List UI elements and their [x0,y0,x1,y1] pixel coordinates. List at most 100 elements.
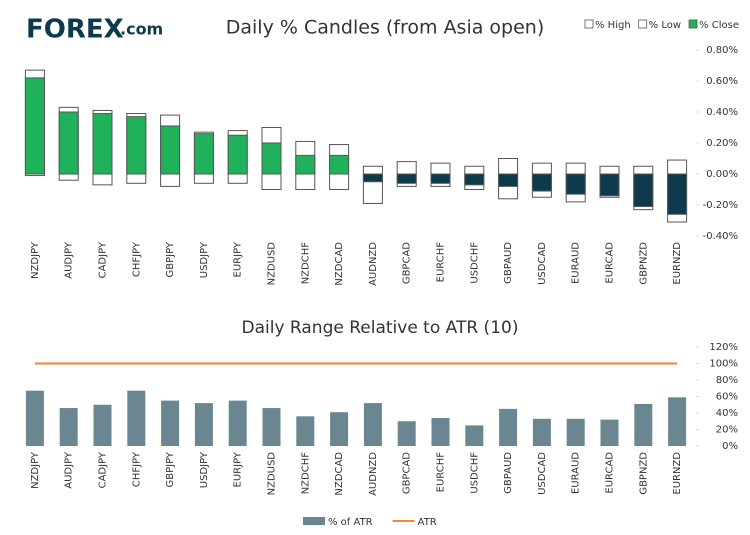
range-box [362,165,383,204]
bar [228,400,247,446]
y-tick-label: 0% [722,441,738,452]
x-tick-label: USDCAD [537,242,548,285]
x-tick-label: CADJPY [98,241,109,278]
x-tick-label: CHFJPY [131,241,142,277]
y-tick-label: 80% [716,375,738,386]
x-tick-label: EURNZD [672,452,683,495]
bar [465,425,484,446]
x-tick-label: NZDCHF [300,242,311,285]
logo-name: FOREX [26,15,124,45]
x-tick-label: EURCHF [436,242,447,283]
legend-label: % of ATR [328,517,373,528]
bar [161,400,180,446]
bar [532,418,551,446]
legend-swatch [688,19,698,29]
close-bar [565,173,586,195]
bar [600,419,619,446]
y-tick-label: 0.00% [706,169,738,180]
close-bar [531,173,552,192]
legend-label: % Low [649,20,681,31]
close-bar [430,173,451,184]
y-tick-label: -0.20% [703,200,738,211]
y-tick-label: 0.20% [706,138,738,149]
chart-title: Daily % Candles (from Asia open) [226,17,544,39]
bar [194,403,213,446]
close-bar [295,154,316,175]
x-tick-label: USDJPY [199,451,210,488]
x-tick-label: CHFJPY [131,451,142,487]
bar [499,408,518,446]
y-tick-label: 60% [716,392,738,403]
x-tick-label: AUDNZD [368,452,379,496]
bar [668,397,687,446]
bar [296,416,315,446]
chart-title: Daily Range Relative to ATR (10) [242,318,519,338]
logo-suffix: .com [120,20,163,39]
x-tick-label: USDCAD [537,452,548,495]
y-tick-label: 120% [709,342,738,353]
close-bar [126,116,147,175]
y-tick-label: -0.40% [703,231,738,242]
y-tick-label: 0.40% [706,107,738,118]
x-tick-label: GBPJPY [165,241,176,277]
bar [330,412,349,446]
x-tick-label: GBPAUD [503,242,514,284]
bar [431,417,450,446]
x-tick-label: USDJPY [199,241,210,278]
bar [127,390,146,446]
x-tick-label: EURJPY [233,451,244,487]
x-tick-label: CADJPY [98,451,109,488]
x-tick-label: EURAUD [571,242,582,284]
legend-swatch [638,19,648,29]
close-bar [227,134,248,175]
close-bar [633,173,654,208]
close-bar [498,173,519,187]
bar [59,408,78,446]
bar [25,390,44,446]
x-tick-label: GBPCAD [402,242,413,284]
x-tick-label: AUDNZD [368,242,379,286]
close-bar [667,173,688,215]
close-bar [160,125,181,175]
bar [262,408,281,446]
close-bar [58,111,79,175]
close-bar [362,173,383,183]
bar [634,403,653,446]
close-bar [396,173,417,184]
x-tick-label: EURCHF [436,452,447,493]
y-tick-label: 100% [709,359,738,370]
x-tick-label: NZDCAD [334,452,345,496]
legend-swatch [303,517,325,525]
bar [566,418,585,446]
bar [397,421,416,446]
x-tick-label: EURJPY [233,241,244,277]
x-tick-label: EURAUD [571,452,582,494]
x-tick-label: AUDJPY [64,241,75,279]
x-tick-label: NZDUSD [267,242,278,286]
close-bar [329,154,350,175]
legend-swatch [584,19,594,29]
y-tick-label: 40% [716,408,738,419]
y-tick-label: 0.60% [706,76,738,87]
x-tick-label: GBPCAD [402,452,413,494]
x-tick-label: GBPNZD [638,452,649,495]
x-tick-label: EURNZD [672,242,683,285]
close-bar [24,77,45,175]
x-tick-label: GBPAUD [503,452,514,494]
bar [93,404,112,446]
close-bar [261,142,282,175]
x-tick-label: USDCHF [469,452,480,494]
legend-label: % Close [699,20,739,31]
x-tick-label: EURCAD [605,452,616,494]
x-tick-label: NZDCHF [300,452,311,495]
legend-label: ATR [418,517,437,528]
close-bar [599,173,620,197]
close-bar [464,173,485,186]
close-bar [193,133,214,175]
x-tick-label: GBPNZD [638,242,649,285]
legend-label: % High [595,20,631,31]
y-tick-label: 0.80% [706,45,738,56]
x-tick-label: AUDJPY [64,451,75,489]
x-tick-label: NZDJPY [30,241,41,279]
